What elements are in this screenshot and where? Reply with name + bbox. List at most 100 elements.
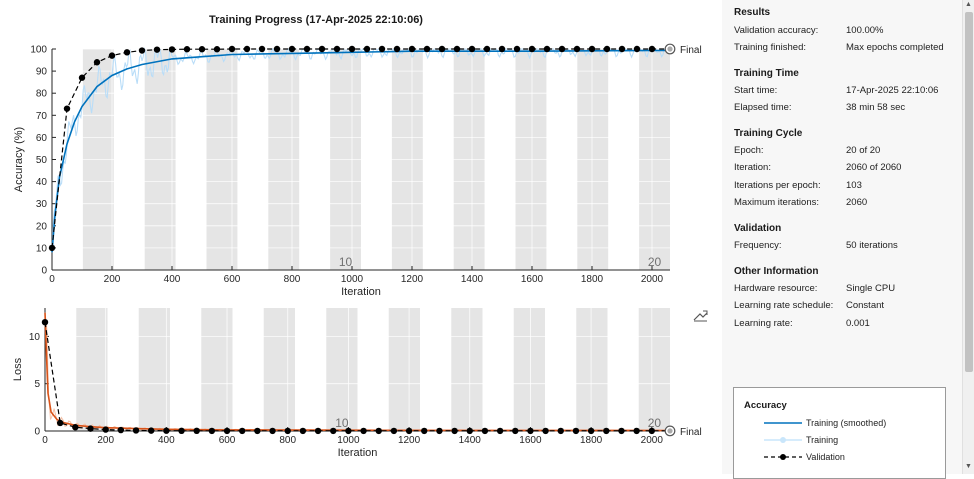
validation-point [108,52,116,59]
legend: Accuracy Training (smoothed) Training Va… [733,387,946,479]
elapsed-time-value: 38 min 58 sec [846,102,906,113]
start-time-label: Start time: [734,85,778,96]
epoch-band [638,308,670,431]
epoch-value: 20 of 20 [846,145,881,156]
lr-label: Learning rate: [734,318,793,329]
training-smoothed-line [51,49,670,253]
validation-point [163,427,170,434]
validation-point [273,45,281,53]
frequency-label: Frequency: [734,240,782,251]
epoch-band [388,308,420,431]
validation-point [436,427,443,435]
validation-point [208,427,216,435]
x-tick-label: 1200 [401,274,424,285]
y-tick-label: 20 [36,221,48,232]
validation-point [618,427,625,435]
export-icon[interactable] [693,310,708,322]
y-tick-label: 70 [36,111,48,122]
final-marker-inner [667,428,673,434]
validation-point [572,427,580,435]
validation-point [63,105,71,112]
x-tick-label: 2000 [641,435,664,446]
elapsed-time-label: Elapsed time: [734,102,792,113]
validation-point [498,45,506,53]
results-title: Results [734,7,771,18]
validation-point [303,45,311,53]
validation-point [483,45,491,53]
validation-point [588,45,596,53]
validation-point [633,45,641,53]
validation-point [147,427,155,434]
validation-point [314,427,322,435]
epoch-marker-label: 20 [648,255,662,269]
validation-point [648,427,655,435]
y-tick-label: 90 [36,67,48,78]
training-time-title: Training Time [734,68,799,79]
validation-point [258,45,266,53]
x-tick-label: 1400 [461,274,484,285]
x-tick-label: 1600 [521,274,544,285]
x-tick-label: 200 [97,435,114,446]
validation-point [468,45,476,53]
x-axis-label: Iteration [338,447,378,459]
validation-point [223,427,231,435]
training-finished-value: Max epochs completed [846,42,944,53]
validation-point [254,427,261,435]
x-tick-label: 0 [49,274,55,285]
epoch-band [201,308,233,431]
validation-accuracy-value: 100.00% [846,25,884,36]
validation-point [587,427,595,435]
loss-plot: 10 200 200 400 600 800 1000 1200 1400 1600 1800 200… [12,308,702,459]
validation-point [123,49,131,56]
training-plots: Training Progress (17-Apr-2025 22:10:06)… [12,14,708,459]
final-label: Final [680,427,702,438]
validation-point [178,427,185,435]
y-tick-label: 30 [36,199,48,210]
validation-point [318,45,326,53]
y-tick-label: 80 [36,89,48,100]
x-tick-label: 1400 [459,435,482,446]
epoch-marker-label: 10 [335,416,349,430]
validation-point [228,45,236,53]
legend-item-validation: Validation [806,452,845,462]
x-tick-label: 1600 [519,435,542,446]
validation-point [132,427,140,434]
legend-item-training: Training [806,435,839,445]
validation-point [421,427,428,435]
iter-per-epoch-label: Iterations per epoch: [734,180,821,191]
y-tick-label: 60 [36,133,48,144]
lr-schedule-value: Constant [846,300,885,311]
validation-point [72,424,79,431]
validation-point [466,427,473,435]
validation-point [48,244,56,252]
legend-item-smoothed: Training (smoothed) [806,418,887,428]
scroll-up-icon[interactable]: ▲ [965,1,972,8]
hardware-label: Hardware resource: [734,283,818,294]
validation-point [542,427,549,435]
validation-point [618,45,626,53]
scroll-down-icon[interactable]: ▼ [965,463,972,470]
y-axis-label: Accuracy (%) [13,127,25,192]
hardware-value: Single CPU [846,283,896,294]
validation-point [438,45,446,53]
validation-point [375,427,382,435]
scrollbar[interactable]: ▲ ▼ [962,0,974,474]
scroll-thumb[interactable] [965,12,973,372]
x-tick-label: 1000 [337,435,360,446]
validation-point [330,427,337,435]
validation-point [87,425,94,432]
epoch-band [138,308,170,431]
legend-training-marker [780,437,786,443]
validation-point [348,45,356,53]
validation-point [390,427,398,435]
validation-point [363,45,371,53]
validation-point [603,45,611,53]
y-tick-label: 5 [34,379,40,390]
x-tick-label: 0 [42,435,48,446]
validation-point [543,45,551,53]
accuracy-plot: 10 200 200 400 600 800 1000 1200 1400 1600 1800 200… [13,43,702,298]
epoch-band [451,308,483,431]
x-tick-label: 200 [104,274,121,285]
max-iter-value: 2060 [846,197,868,208]
validation-point [78,74,86,81]
